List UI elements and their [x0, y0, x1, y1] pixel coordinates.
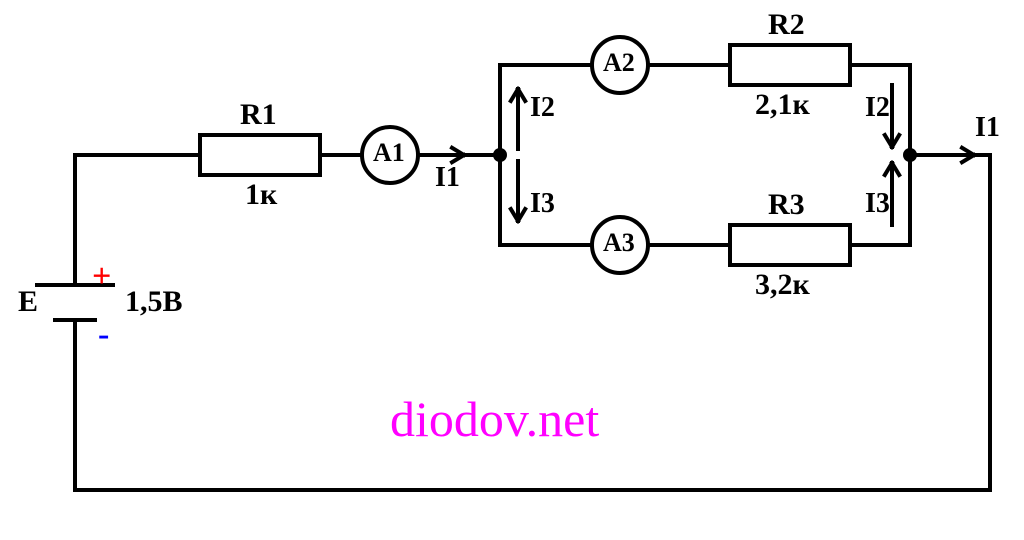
- r3-value: 3,2к: [755, 268, 810, 302]
- i1-right: I1: [975, 112, 1000, 144]
- r3-label: R3: [768, 188, 805, 222]
- source-value: 1,5В: [125, 285, 183, 319]
- r1-value: 1к: [245, 178, 277, 212]
- source-plus: +: [92, 258, 111, 296]
- circuit-diagram: [0, 0, 1024, 540]
- i2-left: I2: [530, 92, 555, 124]
- i3-left: I3: [530, 188, 555, 220]
- source-minus: -: [98, 316, 109, 354]
- a1-label: A1: [373, 138, 405, 168]
- i2-right: I2: [865, 92, 890, 124]
- source-label-E: E: [18, 285, 38, 319]
- watermark: diodov.net: [390, 390, 599, 448]
- r2-label: R2: [768, 8, 805, 42]
- i3-right: I3: [865, 188, 890, 220]
- i1-left: I1: [435, 162, 460, 194]
- r2-value: 2,1к: [755, 88, 810, 122]
- r1-label: R1: [240, 98, 277, 132]
- a3-label: A3: [603, 228, 635, 258]
- a2-label: A2: [603, 48, 635, 78]
